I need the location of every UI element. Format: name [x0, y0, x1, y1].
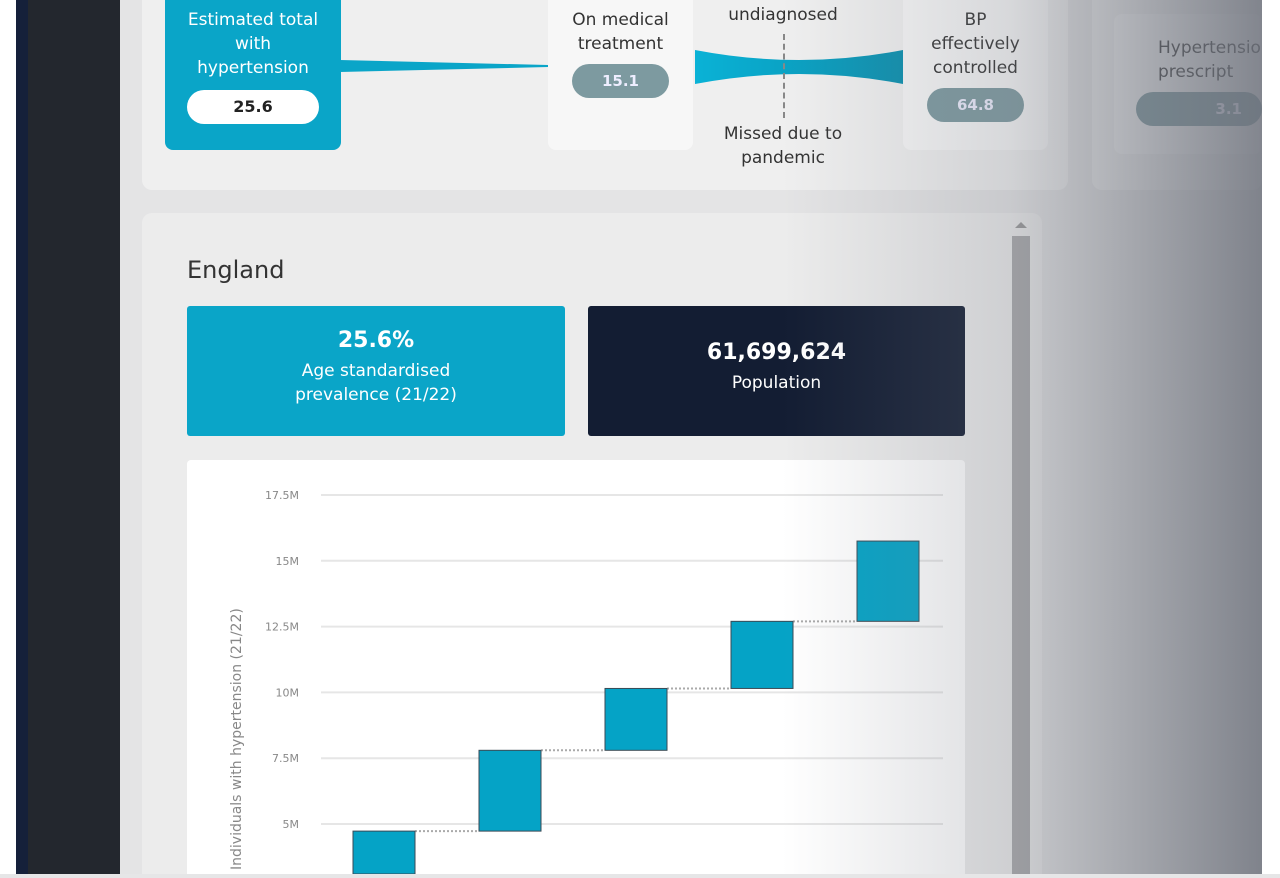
prevalence-label: Age standardised prevalence (21/22)	[295, 361, 457, 405]
waterfall-bar	[478, 749, 542, 832]
y-tick-label: 10M	[276, 686, 300, 699]
prevalence-tile: 25.6% Age standardised prevalence (21/22…	[187, 306, 565, 436]
waterfall-bar	[604, 687, 668, 751]
population-label: Population	[731, 373, 822, 393]
estimated-value: 25.6	[187, 90, 319, 124]
y-tick-label: 15M	[276, 555, 300, 568]
controlled-card: BP effectively controlled 64.8	[903, 0, 1048, 150]
population-value: 61,699,624	[706, 340, 847, 365]
flow-connector	[340, 60, 548, 72]
flow-funnel	[695, 50, 903, 84]
waterfall-bar	[352, 830, 416, 875]
prevalence-value: 25.6%	[337, 328, 415, 353]
y-tick-label: 17.5M	[265, 489, 299, 502]
screen-edge	[0, 0, 16, 874]
waterfall-bar	[856, 540, 920, 622]
estimated-total-box: Estimated total with hypertension 25.6	[165, 0, 341, 150]
waterfall-bar	[730, 620, 794, 689]
prescriptions-card: Hypertension prescript 3.1	[1114, 14, 1262, 154]
controlled-label: BP effectively controlled	[931, 10, 1020, 78]
missed-label: Missed due to pandemic	[723, 124, 843, 168]
prescriptions-value: 3.1	[1136, 92, 1262, 126]
y-tick-label: 7.5M	[272, 752, 299, 765]
population-tile: 61,699,624 Population	[588, 306, 965, 436]
dashed-divider	[783, 34, 785, 118]
estimated-label: Estimated total with hypertension	[187, 10, 319, 78]
scroll-up-arrow-icon[interactable]	[1015, 222, 1027, 228]
treatment-label: On medical treatment	[572, 10, 669, 54]
scrollbar[interactable]	[1012, 236, 1030, 874]
sidebar	[28, 0, 120, 874]
treatment-value: 15.1	[571, 64, 669, 98]
screen-edge-right	[1262, 0, 1280, 874]
y-tick-label: 12.5M	[265, 621, 299, 634]
y-tick-label: 5M	[283, 818, 300, 831]
waterfall-chart-card: 5M 7.5M 10M 12.5M 15M 17.5M Individuals with h…	[187, 460, 965, 875]
treatment-card: On medical treatment 15.1	[548, 0, 693, 150]
region-title: England	[187, 256, 285, 284]
prescriptions-label: Hypertension prescript	[1158, 38, 1262, 82]
controlled-value: 64.8	[926, 88, 1024, 122]
window-border	[16, 0, 28, 874]
undiagnosed-label: Number undiagnosed	[728, 0, 838, 25]
y-axis-label: Individuals with hypertension (21/22)	[229, 608, 245, 870]
waterfall-chart: 5M 7.5M 10M 12.5M 15M 17.5M Individuals with h…	[229, 489, 943, 875]
